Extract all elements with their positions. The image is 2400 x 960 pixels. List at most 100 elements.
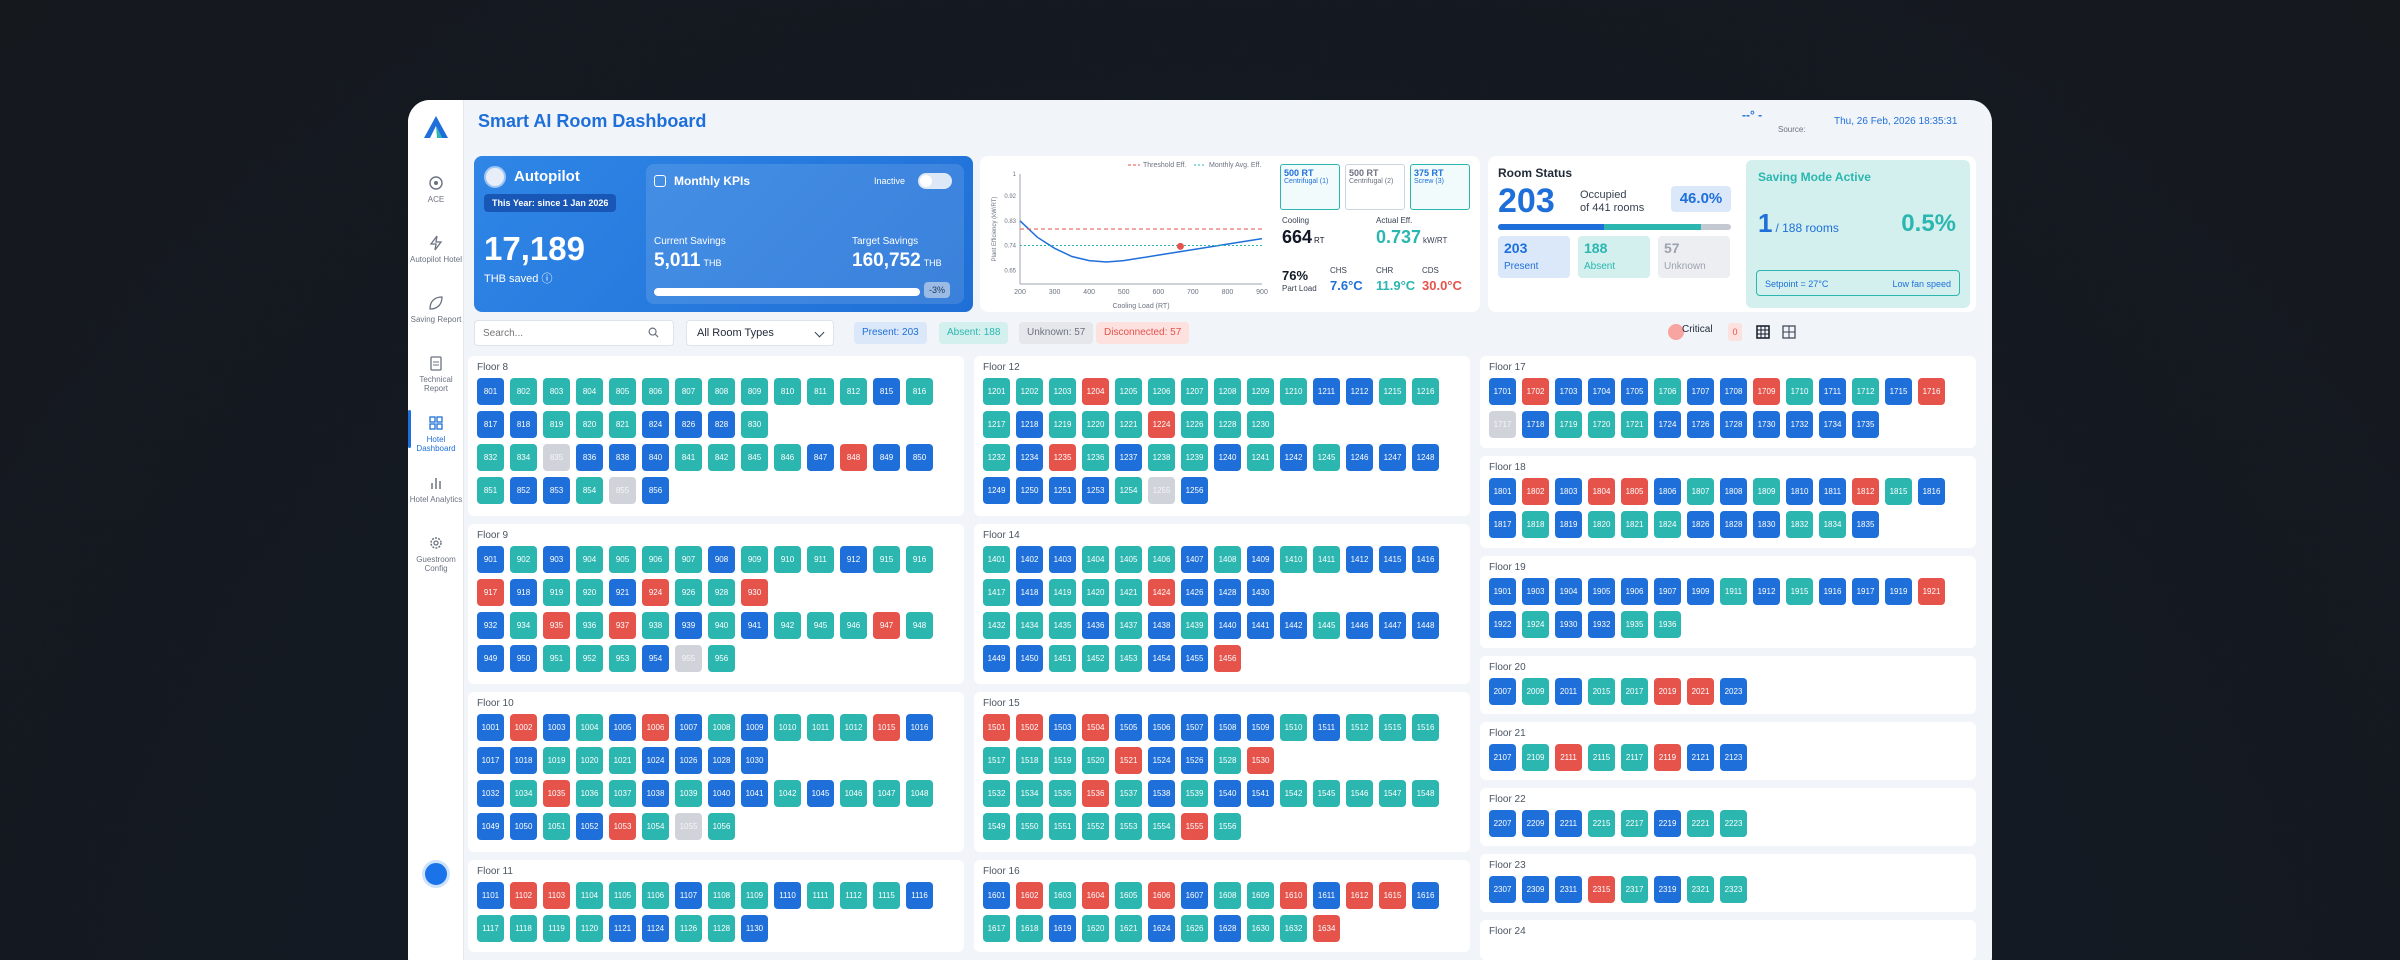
room-tile[interactable]: 1437 — [1115, 612, 1142, 639]
room-tile[interactable]: 1040 — [708, 780, 735, 807]
room-tile[interactable]: 2015 — [1588, 678, 1615, 705]
room-tile[interactable]: 818 — [510, 411, 537, 438]
room-tile[interactable]: 1546 — [1346, 780, 1373, 807]
room-tile[interactable]: 1203 — [1049, 378, 1076, 405]
room-tile[interactable]: 803 — [543, 378, 570, 405]
room-tile[interactable]: 1510 — [1280, 714, 1307, 741]
room-tile[interactable]: 916 — [906, 546, 933, 573]
room-tile[interactable]: 941 — [741, 612, 768, 639]
room-tile[interactable]: 1712 — [1852, 378, 1879, 405]
room-tile[interactable]: 1055 — [675, 813, 702, 840]
room-tile[interactable]: 1208 — [1214, 378, 1241, 405]
room-tile[interactable]: 1234 — [1016, 444, 1043, 471]
room-tile[interactable]: 1921 — [1918, 578, 1945, 605]
room-tile[interactable]: 1221 — [1115, 411, 1142, 438]
room-tile[interactable]: 939 — [675, 612, 702, 639]
room-tile[interactable]: 1935 — [1621, 611, 1648, 638]
room-tile[interactable]: 1403 — [1049, 546, 1076, 573]
room-tile[interactable]: 935 — [543, 612, 570, 639]
room-tile[interactable]: 853 — [543, 477, 570, 504]
room-tile[interactable]: 1045 — [807, 780, 834, 807]
room-tile[interactable]: 1805 — [1621, 478, 1648, 505]
room-tile[interactable]: 902 — [510, 546, 537, 573]
room-tile[interactable]: 1906 — [1621, 578, 1648, 605]
room-tile[interactable]: 1439 — [1181, 612, 1208, 639]
room-tile[interactable]: 1521 — [1115, 747, 1142, 774]
room-tile[interactable]: 810 — [774, 378, 801, 405]
app-logo-icon[interactable] — [422, 114, 450, 140]
room-tile[interactable]: 1506 — [1148, 714, 1175, 741]
room-tile[interactable]: 1619 — [1049, 915, 1076, 942]
room-tile[interactable]: 2011 — [1555, 678, 1582, 705]
room-tile[interactable]: 1907 — [1654, 578, 1681, 605]
room-tile[interactable]: 850 — [906, 444, 933, 471]
room-tile[interactable]: 1051 — [543, 813, 570, 840]
room-tile[interactable]: 1119 — [543, 915, 570, 942]
room-tile[interactable]: 1217 — [983, 411, 1010, 438]
room-tile[interactable]: 919 — [543, 579, 570, 606]
room-tile[interactable]: 1016 — [906, 714, 933, 741]
room-tile[interactable]: 1406 — [1148, 546, 1175, 573]
room-tile[interactable]: 1624 — [1148, 915, 1175, 942]
room-tile[interactable]: 1049 — [477, 813, 504, 840]
room-tile[interactable]: 830 — [741, 411, 768, 438]
room-tile[interactable]: 801 — [477, 378, 504, 405]
room-tile[interactable]: 1626 — [1181, 915, 1208, 942]
room-tile[interactable]: 1236 — [1082, 444, 1109, 471]
room-tile[interactable]: 820 — [576, 411, 603, 438]
room-tile[interactable]: 1705 — [1621, 378, 1648, 405]
room-tile[interactable]: 1824 — [1654, 511, 1681, 538]
room-tile[interactable]: 1537 — [1115, 780, 1142, 807]
room-tile[interactable]: 1018 — [510, 747, 537, 774]
room-tile[interactable]: 1428 — [1214, 579, 1241, 606]
room-tile[interactable]: 1232 — [983, 444, 1010, 471]
room-tile[interactable]: 938 — [642, 612, 669, 639]
room-tile[interactable]: 2123 — [1720, 744, 1747, 771]
room-tile[interactable]: 937 — [609, 612, 636, 639]
room-tile[interactable]: 1410 — [1280, 546, 1307, 573]
unknown-box[interactable]: 57 Unknown — [1658, 236, 1730, 278]
room-tile[interactable]: 934 — [510, 612, 537, 639]
sidebar-item-ace[interactable]: ACE — [408, 174, 464, 204]
room-tile[interactable]: 1251 — [1049, 477, 1076, 504]
room-tile[interactable]: 1834 — [1819, 511, 1846, 538]
grid-view-icon[interactable] — [1756, 325, 1770, 339]
room-tile[interactable]: 942 — [774, 612, 801, 639]
room-tile[interactable]: 911 — [807, 546, 834, 573]
room-tile[interactable]: 1424 — [1148, 579, 1175, 606]
room-tile[interactable]: 1549 — [983, 813, 1010, 840]
disconnected-chip[interactable]: Disconnected: 57 — [1096, 322, 1190, 344]
sidebar-item-saving-report[interactable]: Saving Report — [408, 294, 464, 324]
room-tile[interactable]: 946 — [840, 612, 867, 639]
room-tile[interactable]: 1238 — [1148, 444, 1175, 471]
room-tile[interactable]: 2217 — [1621, 810, 1648, 837]
room-tile[interactable]: 1432 — [983, 612, 1010, 639]
room-tile[interactable]: 1237 — [1115, 444, 1142, 471]
room-tile[interactable]: 1634 — [1313, 915, 1340, 942]
room-tile[interactable]: 1801 — [1489, 478, 1516, 505]
room-tile[interactable]: 947 — [873, 612, 900, 639]
room-tile[interactable]: 1441 — [1247, 612, 1274, 639]
room-tile[interactable]: 1102 — [510, 882, 537, 909]
room-tile[interactable]: 1708 — [1720, 378, 1747, 405]
room-tile[interactable]: 1819 — [1555, 511, 1582, 538]
room-tile[interactable]: 1249 — [983, 477, 1010, 504]
room-tile[interactable]: 904 — [576, 546, 603, 573]
room-tile[interactable]: 1810 — [1786, 478, 1813, 505]
room-tile[interactable]: 1728 — [1720, 411, 1747, 438]
room-tile[interactable]: 1607 — [1181, 882, 1208, 909]
room-tile[interactable]: 1532 — [983, 780, 1010, 807]
room-tile[interactable]: 907 — [675, 546, 702, 573]
room-tile[interactable]: 1206 — [1148, 378, 1175, 405]
critical-label[interactable]: Critical — [1682, 324, 1713, 335]
room-tile[interactable]: 1608 — [1214, 882, 1241, 909]
room-tile[interactable]: 1808 — [1720, 478, 1747, 505]
sidebar-item-technical-report[interactable]: Technical Report — [408, 354, 464, 393]
room-tile[interactable]: 1446 — [1346, 612, 1373, 639]
room-tile[interactable]: 1702 — [1522, 378, 1549, 405]
room-tile[interactable]: 1628 — [1214, 915, 1241, 942]
room-tile[interactable]: 1001 — [477, 714, 504, 741]
room-tile[interactable]: 1415 — [1379, 546, 1406, 573]
room-tile[interactable]: 1704 — [1588, 378, 1615, 405]
room-tile[interactable]: 1451 — [1049, 645, 1076, 672]
